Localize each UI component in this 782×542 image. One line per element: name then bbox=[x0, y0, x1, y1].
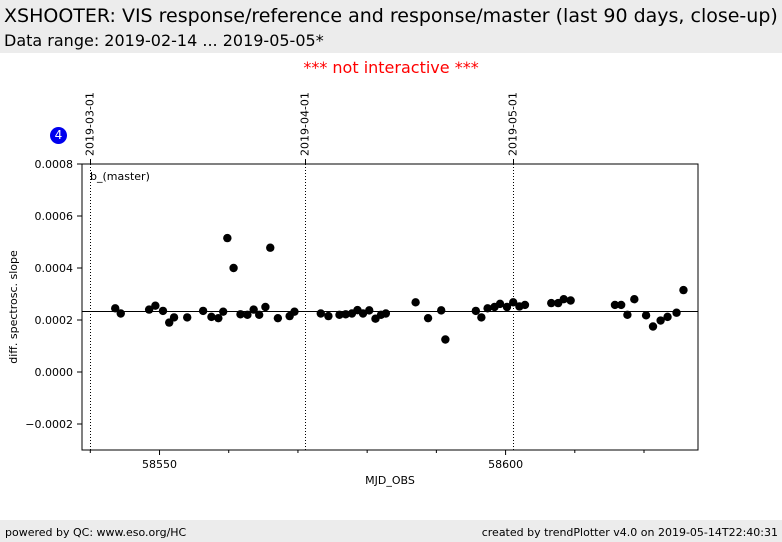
data-point bbox=[502, 302, 512, 312]
date-marker-lines bbox=[90, 159, 514, 450]
header-band: XSHOOTER: VIS response/reference and res… bbox=[0, 0, 782, 53]
data-point bbox=[547, 298, 556, 308]
data-point bbox=[495, 299, 505, 309]
x-tick-label: 58550 bbox=[142, 458, 177, 471]
date-marker-label: 2019-04-01 bbox=[299, 92, 312, 156]
data-point bbox=[198, 306, 208, 316]
y-axis-label: diff. spectrosc. slope bbox=[7, 250, 20, 364]
data-point bbox=[656, 316, 665, 325]
data-points bbox=[111, 233, 688, 344]
y-tick-label: 0.0004 bbox=[35, 262, 74, 275]
plot-frame bbox=[81, 163, 699, 451]
not-interactive-notice: *** not interactive *** bbox=[303, 58, 479, 77]
data-point bbox=[214, 313, 223, 323]
date-marker-labels: 2019-03-01 2019-04-01 2019-05-01 bbox=[84, 92, 520, 156]
y-tick-label: 0.0008 bbox=[35, 158, 74, 171]
data-point bbox=[358, 309, 368, 318]
data-point bbox=[423, 313, 433, 323]
data-point bbox=[249, 305, 258, 314]
data-point bbox=[641, 311, 651, 320]
data-point bbox=[273, 313, 283, 323]
x-axis-label: MJD_OBS bbox=[365, 474, 415, 487]
data-point bbox=[672, 308, 681, 317]
data-point bbox=[616, 300, 626, 310]
page-title: XSHOOTER: VIS response/reference and res… bbox=[4, 5, 778, 27]
data-point bbox=[471, 306, 481, 316]
data-point bbox=[207, 312, 216, 322]
data-point bbox=[648, 322, 658, 331]
data-point bbox=[158, 306, 168, 316]
data-point bbox=[243, 310, 252, 319]
y-tick-label: −0.0002 bbox=[25, 418, 73, 431]
data-point bbox=[411, 298, 420, 307]
x-axis-ticks: 58550 58600 bbox=[89, 450, 645, 471]
data-point bbox=[290, 307, 299, 316]
data-point bbox=[266, 243, 275, 252]
footer-band: powered by QC: www.eso.org/HC created by… bbox=[0, 520, 782, 542]
data-point bbox=[236, 310, 245, 319]
data-point bbox=[663, 312, 672, 322]
panel-label: b_(master) bbox=[90, 170, 150, 183]
data-point bbox=[559, 295, 568, 304]
data-point bbox=[477, 313, 486, 322]
date-marker-label: 2019-05-01 bbox=[507, 92, 520, 156]
y-axis-ticks: −0.0002 0.0000 0.0002 0.0004 0.0006 0.0008 bbox=[25, 158, 82, 431]
data-point bbox=[111, 304, 120, 313]
data-point bbox=[144, 305, 154, 314]
data-point bbox=[223, 233, 232, 243]
y-tick-label: 0.0006 bbox=[35, 210, 74, 223]
data-point bbox=[324, 311, 333, 321]
data-point bbox=[261, 302, 270, 312]
data-point bbox=[679, 285, 688, 295]
data-point bbox=[483, 304, 492, 313]
data-point bbox=[509, 298, 518, 307]
data-point bbox=[229, 263, 238, 273]
data-point bbox=[437, 306, 446, 315]
date-marker-label: 2019-03-01 bbox=[84, 92, 97, 156]
data-point bbox=[254, 310, 264, 319]
y-tick-label: 0.0000 bbox=[35, 366, 74, 379]
data-point bbox=[610, 300, 620, 310]
data-point bbox=[566, 296, 575, 305]
footer-created: created by trendPlotter v4.0 on 2019-05-… bbox=[481, 526, 778, 539]
data-point bbox=[365, 306, 374, 315]
data-point bbox=[520, 300, 530, 310]
data-point bbox=[316, 309, 325, 318]
data-range-subtitle: Data range: 2019-02-14 ... 2019-05-05* bbox=[4, 31, 324, 50]
x-tick-label: 58600 bbox=[488, 458, 523, 471]
data-point bbox=[151, 301, 160, 310]
data-point bbox=[381, 309, 391, 318]
data-point bbox=[169, 313, 179, 322]
data-point bbox=[335, 310, 344, 319]
panel-number-badge: 4 bbox=[50, 127, 67, 144]
data-point bbox=[218, 307, 228, 316]
data-point bbox=[630, 295, 639, 304]
data-point bbox=[183, 313, 192, 322]
data-point bbox=[623, 310, 632, 319]
data-point bbox=[116, 309, 125, 318]
data-point bbox=[341, 310, 350, 319]
data-point bbox=[441, 335, 450, 344]
footer-credit: powered by QC: www.eso.org/HC bbox=[5, 526, 187, 539]
y-tick-label: 0.0002 bbox=[35, 314, 74, 327]
